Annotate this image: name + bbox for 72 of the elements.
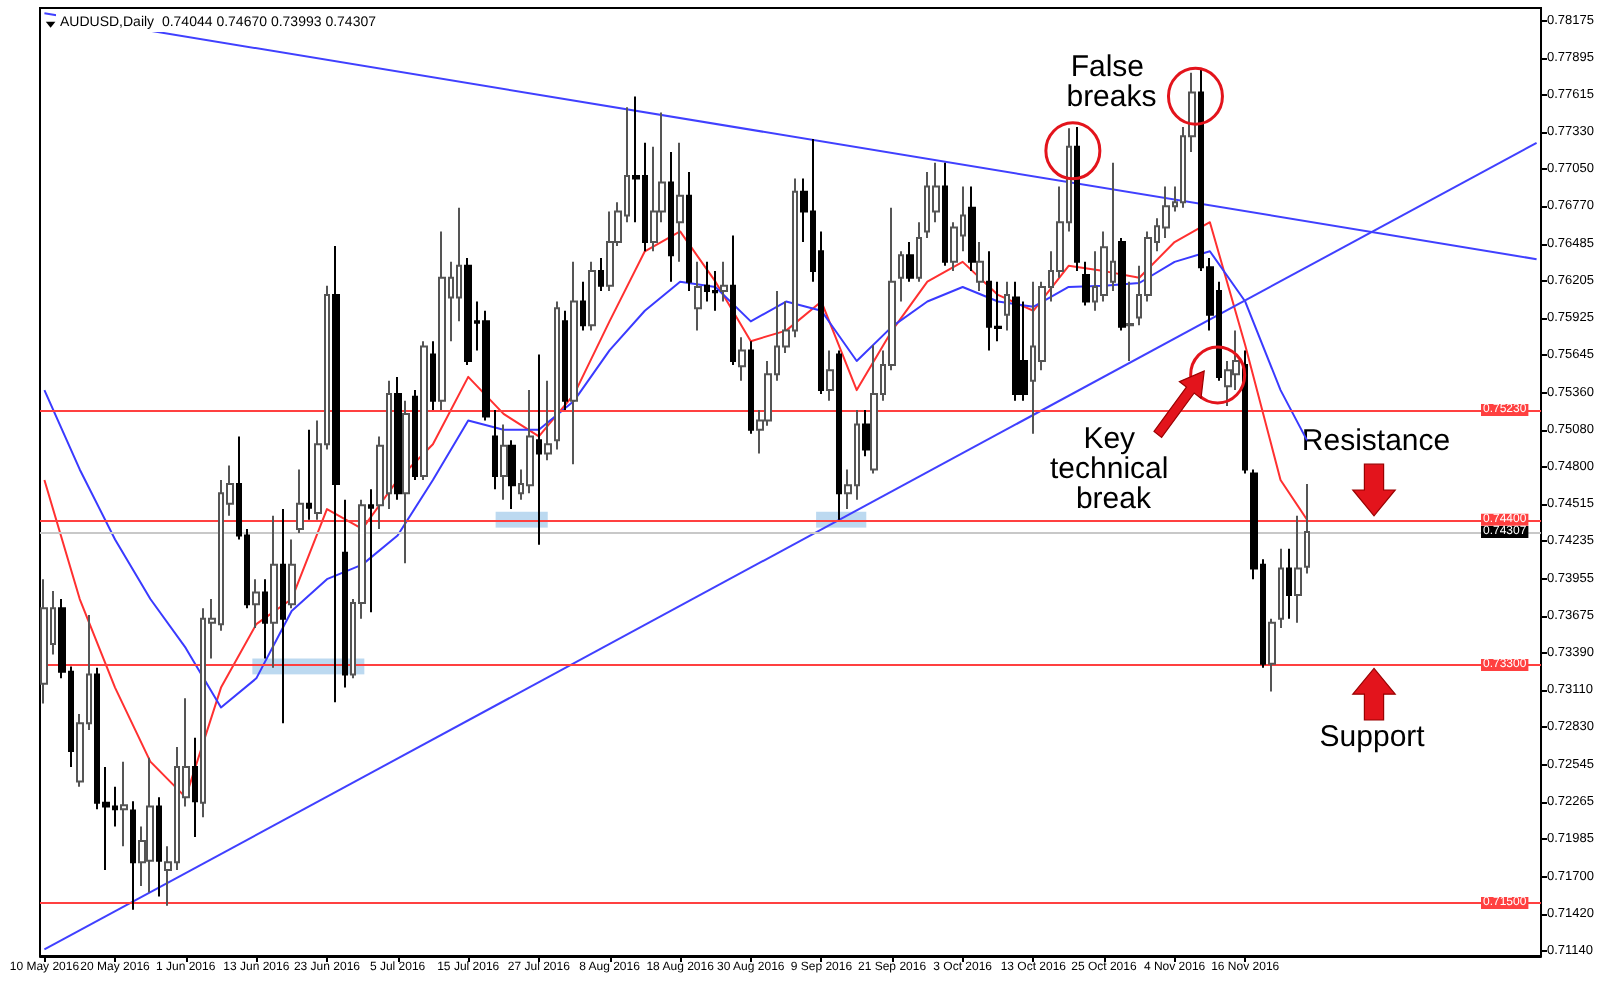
candlestick [130, 800, 136, 911]
candlestick [1126, 280, 1134, 363]
candlestick [606, 210, 614, 292]
candlestick [1082, 260, 1090, 307]
annotation: Key technical break [1050, 422, 1177, 517]
candlestick [738, 336, 746, 382]
candlestick [156, 796, 162, 898]
candlestick [296, 468, 304, 534]
candlestick [704, 260, 710, 303]
candlestick [500, 423, 508, 501]
annotation: Resistance [1301, 424, 1451, 459]
candlestick [146, 756, 154, 894]
candlestick [438, 230, 446, 411]
candlestick [676, 141, 684, 263]
candlestick [1278, 547, 1284, 630]
candlestick [1304, 482, 1310, 575]
candlestick [430, 340, 436, 411]
candlestick [1004, 280, 1010, 332]
candlestick [694, 260, 702, 332]
candlestick [368, 488, 374, 614]
candlestick [942, 161, 948, 267]
candlestick [192, 736, 198, 838]
candlestick [1294, 514, 1302, 624]
candlestick [720, 260, 728, 303]
candlestick [1286, 547, 1292, 620]
candlestick [826, 349, 834, 402]
candlestick [536, 353, 542, 546]
candlestick [898, 250, 904, 303]
candlestick [748, 340, 754, 435]
candlestick [906, 241, 914, 283]
candlestick [332, 244, 340, 704]
candlestick [394, 375, 402, 501]
annotation: Support [1319, 719, 1427, 754]
candlestick [976, 241, 984, 292]
candlestick [686, 170, 692, 292]
candlestick [262, 578, 268, 660]
candlestick [288, 538, 296, 610]
candlestick [730, 234, 736, 366]
candlestick [836, 349, 842, 521]
candlestick [526, 389, 534, 495]
candlestick [862, 408, 870, 458]
candlestick [270, 514, 278, 669]
annotation: False breaks [1066, 49, 1157, 114]
candlestick [562, 309, 568, 411]
candlestick [916, 221, 922, 283]
candlestick [402, 399, 410, 565]
candlestick [40, 578, 48, 705]
candlestick [580, 280, 586, 332]
candlestick [252, 578, 260, 630]
candlestick [570, 260, 578, 466]
candlestick [588, 260, 596, 332]
candlestick [554, 300, 560, 451]
candlestick [280, 508, 286, 725]
candlestick [668, 151, 674, 283]
candlestick [1268, 617, 1276, 693]
candlestick [598, 256, 604, 292]
candlestick [1012, 280, 1020, 402]
candlestick [544, 379, 552, 462]
candlestick [1118, 237, 1126, 332]
candlestick [492, 408, 498, 491]
candlestick [1074, 126, 1080, 273]
candlestick [712, 270, 718, 312]
candlestick [870, 344, 878, 475]
candlestick [508, 439, 516, 511]
candlestick [420, 340, 428, 482]
candlestick [306, 428, 312, 521]
candlestick [120, 760, 128, 848]
candlestick [968, 185, 976, 273]
candlestick [482, 309, 490, 422]
candlestick [412, 389, 418, 482]
candlestick [464, 256, 472, 366]
candlestick [342, 498, 348, 689]
